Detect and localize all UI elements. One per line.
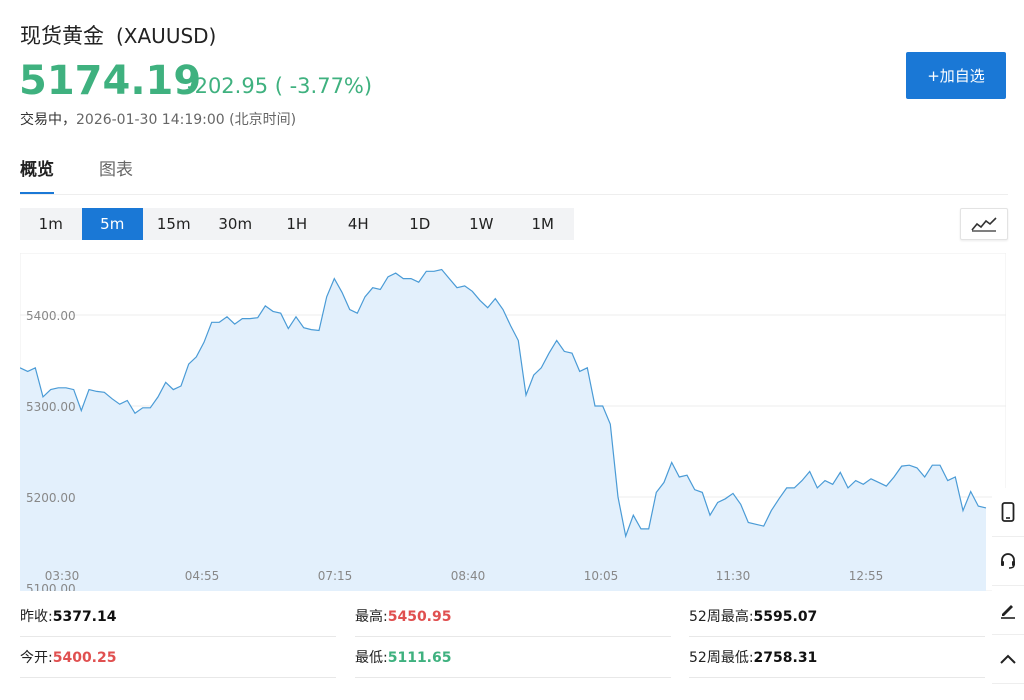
interval-15m[interactable]: 15m xyxy=(156,215,191,233)
price-change: -202.95 ( -3.77%) xyxy=(187,74,373,98)
interval-1d[interactable]: 1D xyxy=(409,215,431,233)
back-to-top-button[interactable] xyxy=(992,635,1024,684)
add-to-watchlist-button[interactable]: +加自选 xyxy=(906,52,1006,99)
stat-label: 最高: xyxy=(355,609,388,625)
feedback-button[interactable] xyxy=(992,586,1024,635)
price-area xyxy=(20,269,986,591)
customer-service-button[interactable] xyxy=(992,537,1024,586)
interval-4h[interactable]: 4H xyxy=(347,215,369,233)
stat-value: 5400.25 xyxy=(52,650,117,666)
interval-30m[interactable]: 30m xyxy=(218,215,253,233)
instrument-name: 现货黄金 xyxy=(20,24,104,48)
status-label: 交易中， xyxy=(20,112,76,128)
tab-divider xyxy=(20,194,1008,195)
y-tick-label: 5100.00 xyxy=(26,582,76,591)
tab-bar: 概览 图表 xyxy=(20,156,178,195)
mobile-app-button[interactable] xyxy=(992,488,1024,537)
stat-high: 最高:5450.95 xyxy=(355,598,671,637)
stat-label: 52周最高: xyxy=(689,609,754,625)
mobile-icon xyxy=(1001,502,1015,522)
line-chart-icon xyxy=(971,217,997,232)
side-toolbar xyxy=(992,488,1024,684)
chart-type-button[interactable] xyxy=(960,208,1008,240)
stat-prev-close: 昨收:5377.14 xyxy=(20,598,336,637)
x-tick-label: 04:55 xyxy=(185,569,220,583)
interval-1h[interactable]: 1H xyxy=(286,215,308,233)
tab-chart[interactable]: 图表 xyxy=(99,160,133,180)
stat-label: 今开: xyxy=(20,650,53,666)
stat-value: 5450.95 xyxy=(387,609,452,625)
x-tick-label: 08:40 xyxy=(451,569,486,583)
instrument-code: (XAUUSD) xyxy=(116,24,217,48)
stat-open: 今开:5400.25 xyxy=(20,639,336,678)
stat-52w-low: 52周最低:2758.31 xyxy=(689,639,985,678)
last-price: 5174.19 xyxy=(19,58,202,104)
stat-label: 昨收: xyxy=(20,609,53,625)
interval-selector: 1m 5m 15m 30m 1H 4H 1D 1W 1M xyxy=(20,208,574,240)
status-timezone: (北京时间) xyxy=(229,112,297,128)
status-timestamp: 2026-01-30 14:19:00 xyxy=(76,112,225,128)
stat-value: 5595.07 xyxy=(753,609,818,625)
x-tick-label: 07:15 xyxy=(318,569,353,583)
stat-value: 5111.65 xyxy=(387,650,452,666)
x-tick-label: 11:30 xyxy=(716,569,751,583)
interval-1mo[interactable]: 1M xyxy=(531,215,555,233)
stat-label: 最低: xyxy=(355,650,388,666)
x-tick-label: 03:30 xyxy=(45,569,80,583)
y-tick-label: 5400.00 xyxy=(26,309,76,323)
price-line xyxy=(20,268,987,539)
tab-overview[interactable]: 概览 xyxy=(20,156,54,195)
interval-1m[interactable]: 1m xyxy=(38,215,63,233)
trading-status: 交易中，2026-01-30 14:19:00 (北京时间) xyxy=(20,109,296,129)
y-tick-label: 5200.00 xyxy=(26,491,76,505)
stat-52w-high: 52周最高:5595.07 xyxy=(689,598,985,637)
stat-value: 5377.14 xyxy=(52,609,117,625)
y-tick-label: 5300.00 xyxy=(26,400,76,414)
instrument-title: 现货黄金 (XAUUSD) xyxy=(20,20,216,50)
interval-5m[interactable]: 5m xyxy=(81,208,143,240)
x-tick-label: 12:55 xyxy=(849,569,884,583)
edit-icon xyxy=(1001,605,1015,619)
stat-value: 2758.31 xyxy=(753,650,818,666)
stat-low: 最低:5111.65 xyxy=(355,639,671,678)
interval-1w[interactable]: 1W xyxy=(469,215,494,233)
headset-icon xyxy=(1001,553,1015,569)
chevron-up-icon xyxy=(1000,654,1016,664)
x-tick-label: 10:05 xyxy=(584,569,619,583)
stat-label: 52周最低: xyxy=(689,650,754,666)
